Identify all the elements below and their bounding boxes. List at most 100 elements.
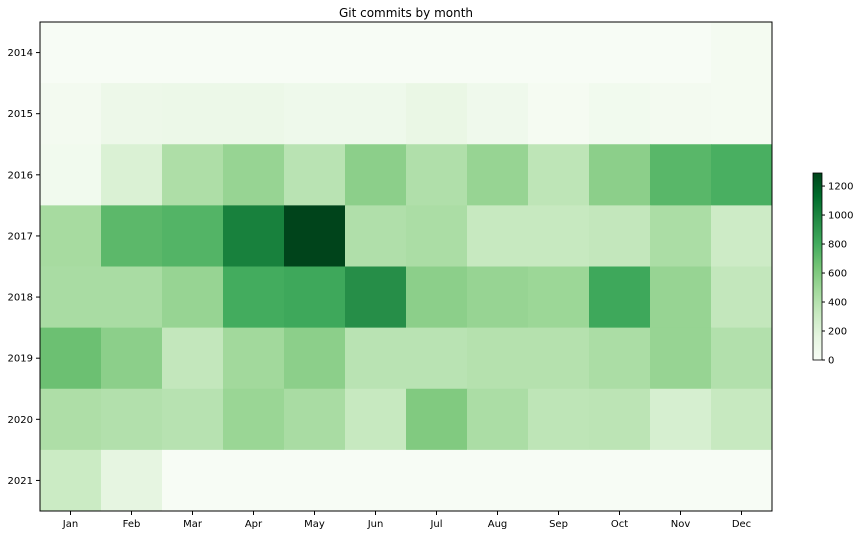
- x-tick-label: Sep: [549, 519, 568, 530]
- heatmap-cell: [406, 22, 468, 84]
- heatmap-cell: [223, 205, 285, 267]
- heatmap-cell: [650, 83, 712, 145]
- heatmap-cell: [467, 144, 529, 206]
- heatmap-cell: [284, 388, 346, 451]
- heatmap-cell: [284, 22, 346, 84]
- heatmap-cell: [101, 327, 163, 390]
- y-tick-label: 2017: [8, 231, 33, 242]
- heatmap-cell: [101, 388, 163, 451]
- heatmap-cell: [711, 144, 773, 206]
- heatmap-cell: [223, 83, 285, 145]
- heatmap-cell: [528, 205, 590, 267]
- heatmap-cell: [406, 266, 468, 329]
- x-tick-label: Oct: [611, 519, 628, 530]
- heatmap-cell: [528, 83, 590, 145]
- heatmap-cell: [40, 266, 102, 329]
- heatmap-cell: [40, 449, 102, 512]
- heatmap-cell: [223, 449, 285, 512]
- heatmap-cell: [101, 22, 163, 84]
- heatmap-cell: [406, 388, 468, 451]
- colorbar-tick-label: 800: [828, 240, 847, 251]
- heatmap-cell: [711, 83, 773, 145]
- y-axis: 2014 2015 2016 2017 2018 2019 2020 2021: [8, 48, 40, 487]
- heatmap-cell: [589, 205, 651, 267]
- heatmap-cell: [406, 83, 468, 145]
- heatmap-cell: [406, 205, 468, 267]
- heatmap-cell: [589, 83, 651, 145]
- heatmap-cell: [162, 205, 224, 267]
- heatmap-cell: [345, 144, 407, 206]
- heatmap-cell: [711, 205, 773, 267]
- heatmap-cells: [40, 22, 773, 512]
- heatmap-cell: [650, 449, 712, 512]
- heatmap-cell: [40, 388, 102, 451]
- heatmap-cell: [40, 83, 102, 145]
- x-tick-label: Jan: [62, 519, 78, 530]
- heatmap-cell: [589, 266, 651, 329]
- heatmap-cell: [345, 205, 407, 267]
- chart-title: Git commits by month: [339, 6, 473, 20]
- heatmap-cell: [162, 266, 224, 329]
- colorbar-tick-label: 1000: [828, 211, 853, 222]
- heatmap-cell: [650, 388, 712, 451]
- heatmap-cell: [345, 327, 407, 390]
- y-tick-label: 2014: [8, 48, 33, 59]
- heatmap-cell: [40, 144, 102, 206]
- heatmap-cell: [162, 388, 224, 451]
- heatmap-cell: [406, 327, 468, 390]
- colorbar-tick-label: 0: [828, 356, 834, 367]
- heatmap-cell: [40, 22, 102, 84]
- heatmap-cell: [223, 144, 285, 206]
- heatmap-cell: [650, 327, 712, 390]
- x-tick-label: May: [304, 519, 325, 530]
- colorbar-tick-label: 200: [828, 327, 847, 338]
- heatmap-cell: [650, 205, 712, 267]
- heatmap-cell: [101, 449, 163, 512]
- heatmap-cell: [284, 83, 346, 145]
- heatmap-cell: [223, 327, 285, 390]
- heatmap-cell: [284, 327, 346, 390]
- heatmap-cell: [101, 144, 163, 206]
- heatmap-cell: [345, 388, 407, 451]
- heatmap-cell: [528, 266, 590, 329]
- heatmap-cell: [40, 205, 102, 267]
- heatmap-cell: [162, 449, 224, 512]
- heatmap-cell: [711, 388, 773, 451]
- x-axis: Jan Feb Mar Apr May Jun Jul Aug Sep Oct Nov Dec: [62, 511, 751, 530]
- heatmap-cell: [284, 266, 346, 329]
- heatmap-cell: [345, 83, 407, 145]
- x-tick-label: Dec: [732, 519, 751, 530]
- x-tick-label: Apr: [245, 519, 263, 530]
- heatmap-cell: [589, 144, 651, 206]
- x-tick-label: Jun: [367, 519, 384, 530]
- heatmap-cell: [711, 266, 773, 329]
- heatmap-cell: [162, 83, 224, 145]
- heatmap-cell: [406, 449, 468, 512]
- heatmap-cell: [467, 22, 529, 84]
- heatmap-cell: [284, 144, 346, 206]
- heatmap-cell: [528, 22, 590, 84]
- heatmap-cell: [101, 205, 163, 267]
- heatmap-cell: [223, 266, 285, 329]
- x-tick-label: Mar: [183, 519, 203, 530]
- heatmap-cell: [223, 388, 285, 451]
- heatmap-cell: [711, 327, 773, 390]
- y-tick-label: 2015: [8, 109, 33, 120]
- heatmap-cell: [345, 22, 407, 84]
- heatmap-cell: [528, 388, 590, 451]
- heatmap-cell: [650, 266, 712, 329]
- heatmap-cell: [589, 22, 651, 84]
- colorbar: 0 200 400 600 800 1000 1200: [812, 172, 853, 367]
- plot-frame: [39, 21, 773, 512]
- colorbar-gradient: [812, 172, 823, 361]
- colorbar-tick-label: 400: [828, 298, 847, 309]
- heatmap-cell: [467, 388, 529, 451]
- y-tick-label: 2018: [8, 293, 33, 304]
- heatmap-cell: [467, 449, 529, 512]
- heatmap-cell: [711, 22, 773, 84]
- y-tick-label: 2021: [8, 476, 33, 487]
- heatmap-cell: [284, 449, 346, 512]
- heatmap-cell: [528, 449, 590, 512]
- heatmap-cell: [40, 327, 102, 390]
